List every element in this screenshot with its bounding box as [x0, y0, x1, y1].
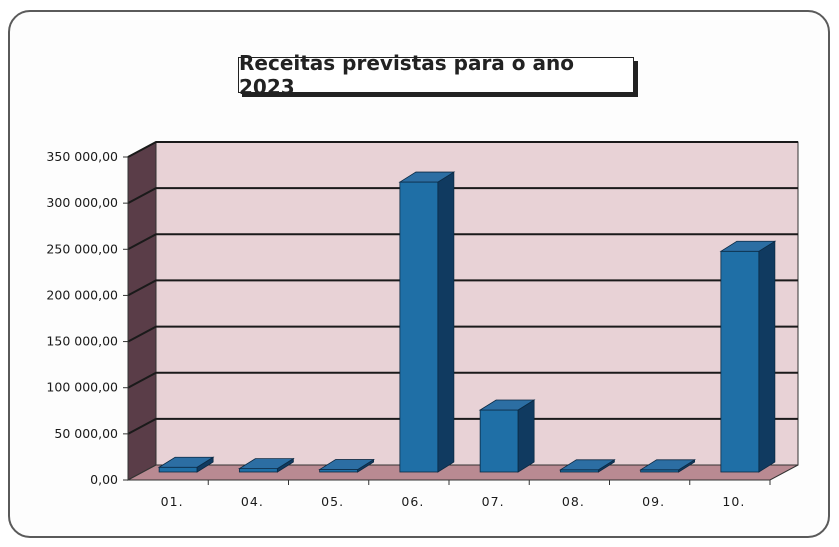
y-tick-label: 300 000,00 — [46, 195, 118, 210]
bar-top — [639, 459, 697, 471]
x-axis: 01. 04. 05. 06. 07. 08. 09. 10. — [128, 479, 771, 509]
bar-front — [479, 409, 519, 473]
gridline — [127, 233, 798, 251]
gridline — [127, 371, 798, 389]
x-tick-label: 08. — [562, 494, 585, 509]
y-tick-label: 50 000,00 — [54, 426, 118, 441]
x-tick-label: 04. — [241, 494, 264, 509]
bar-08 — [558, 459, 616, 473]
y-axis: 0,00 50 000,00 100 000,00 150 000,00 200 000… — [46, 149, 129, 487]
gridline — [127, 279, 798, 297]
gridline — [127, 417, 798, 435]
chart-title: Receitas previstas para o ano 2023 — [238, 51, 634, 99]
y-tick-label: 350 000,00 — [46, 149, 118, 164]
bar-side — [758, 240, 776, 473]
y-tick-label: 100 000,00 — [46, 380, 118, 395]
chart-gridlines — [127, 141, 798, 435]
bar-top — [157, 456, 215, 468]
y-tick-label: 250 000,00 — [46, 241, 118, 256]
bar-07 — [478, 399, 536, 473]
bar-top — [237, 458, 295, 470]
gridline — [127, 187, 798, 205]
chart-bars — [157, 171, 777, 473]
y-tick-label: 0,00 — [90, 472, 118, 487]
chart-side-wall — [127, 141, 157, 481]
gridline — [127, 325, 798, 343]
bar-top — [318, 459, 376, 470]
x-tick-label: 01. — [161, 494, 184, 509]
bar-09 — [639, 459, 697, 473]
x-tick-label: 07. — [482, 494, 505, 509]
bar-10 — [719, 240, 777, 473]
x-tick-label: 06. — [401, 494, 424, 509]
bar-top — [558, 459, 616, 471]
bar-front — [399, 181, 439, 473]
bar-side — [437, 171, 455, 473]
x-tick-label: 09. — [642, 494, 665, 509]
x-tick-label: 05. — [321, 494, 344, 509]
bar-front — [238, 468, 278, 473]
bar-01 — [157, 456, 215, 473]
bar-06 — [398, 171, 456, 473]
bar-top — [719, 240, 777, 252]
bar-front — [720, 250, 760, 473]
bar-04 — [237, 457, 295, 473]
chart-walls — [127, 141, 799, 481]
bar-side — [517, 399, 535, 473]
bar-top — [398, 171, 456, 183]
bar-top — [478, 399, 536, 411]
bar-front — [158, 466, 198, 473]
y-tick-label: 150 000,00 — [46, 334, 118, 349]
chart-floor — [127, 464, 799, 481]
gridline — [127, 141, 798, 158]
x-tick-label: 10. — [722, 494, 745, 509]
bar-05 — [318, 458, 376, 473]
y-tick-label: 200 000,00 — [46, 287, 118, 302]
chart-back-wall — [155, 141, 799, 466]
